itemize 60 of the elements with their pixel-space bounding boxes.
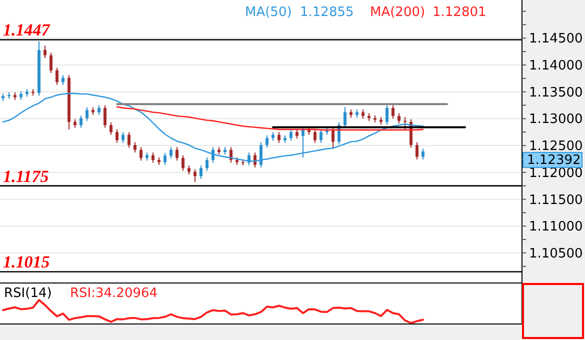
candlestick (320, 128, 322, 144)
y-tick-label: 1.11000 (529, 220, 583, 235)
text: MA(50) (245, 5, 292, 20)
candlestick (416, 142, 418, 160)
candlestick (50, 52, 52, 74)
y-tick-label: 1.13000 (529, 112, 583, 128)
ref-line-label: 1.1447 (3, 20, 52, 40)
candlestick (260, 142, 262, 168)
candlestick (44, 45, 46, 58)
candlestick (200, 164, 202, 180)
text: 1.12392 (527, 152, 581, 168)
y-tick-label: 1.12500 (529, 139, 583, 154)
candlestick (104, 104, 106, 128)
candlestick (182, 154, 184, 172)
candlestick (194, 168, 196, 183)
candlestick (206, 156, 208, 172)
candlestick (386, 104, 388, 126)
ref-line-label: 1.1175 (3, 166, 50, 186)
text: MA(200) (370, 5, 426, 20)
annotation: RSI:34.20964 (70, 286, 158, 301)
y-tick-label: 1.11500 (529, 192, 583, 208)
candlestick (254, 152, 256, 168)
annotation: 1.12801 (432, 5, 486, 20)
candlestick (56, 67, 58, 86)
candlestick (80, 114, 82, 128)
candlestick (302, 126, 304, 158)
candlestick (122, 132, 124, 144)
candlestick (110, 122, 112, 136)
candlestick (290, 128, 292, 142)
candlestick (116, 128, 118, 144)
candlestick (152, 152, 154, 164)
candlestick (404, 116, 406, 130)
ref-line-label: 1.1015 (3, 252, 50, 272)
candlestick (362, 109, 364, 120)
candlestick (398, 112, 400, 124)
annotation: 1.12855 (300, 5, 354, 20)
candlestick (422, 148, 424, 160)
candlestick (188, 164, 190, 176)
candlestick (170, 146, 172, 159)
y-tick-label: 1.14500 (529, 32, 583, 47)
candlestick (62, 74, 64, 86)
candlestick (98, 104, 100, 116)
candlestick (296, 128, 298, 140)
candlestick (128, 132, 130, 148)
candlestick (344, 106, 346, 128)
candlestick (314, 128, 316, 144)
candlestick (266, 134, 268, 148)
candlestick (392, 104, 394, 120)
candlestick (140, 146, 142, 162)
candlestick (164, 152, 166, 166)
candlestick (332, 126, 334, 149)
y-tick-label: 1.14000 (529, 58, 583, 74)
y-tick-label: 1.13500 (529, 85, 583, 100)
candlestick (176, 146, 178, 162)
y-tick-label: 1.12000 (529, 166, 583, 181)
chart-title: RSI(14) (4, 286, 52, 301)
candlestick (134, 142, 136, 154)
candlestick (86, 106, 88, 122)
y-tick-label: 1.10500 (529, 246, 583, 262)
candlestick (278, 132, 280, 144)
